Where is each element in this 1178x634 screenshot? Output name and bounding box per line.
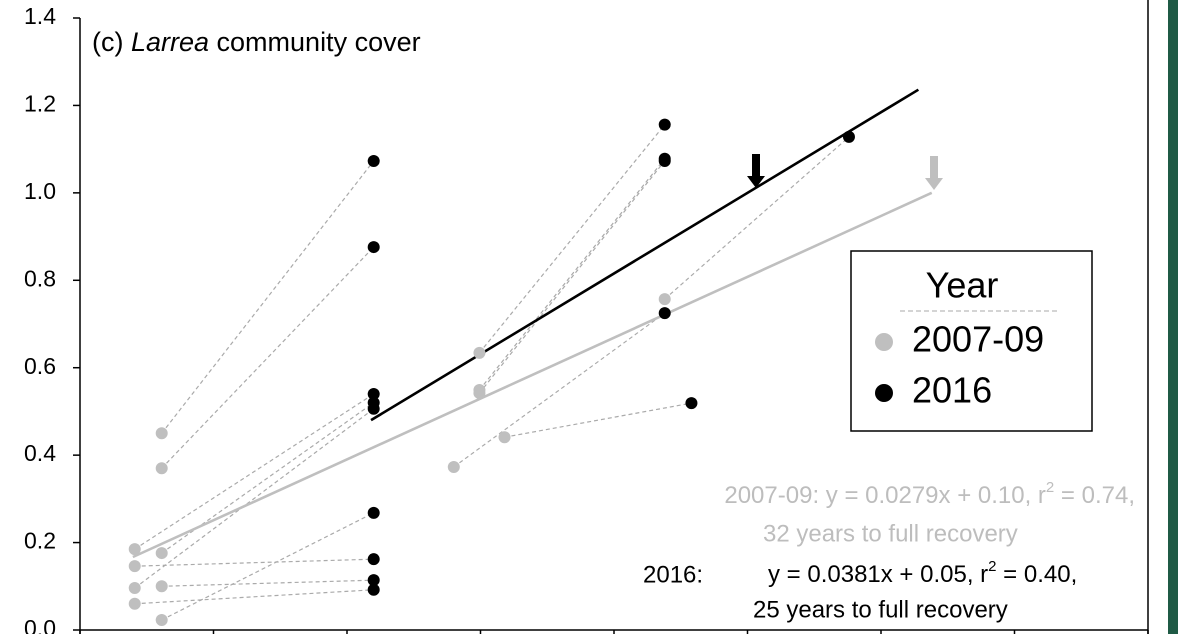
connector <box>478 124 666 354</box>
trend-line <box>370 88 920 422</box>
point <box>658 118 671 131</box>
annotation: 2007-09: y = 0.0279x + 0.10, r2 = 0.74, <box>724 479 1135 509</box>
y-tick-label: 0.6 <box>24 353 56 379</box>
title-part: (c) <box>92 27 131 57</box>
point <box>367 506 380 519</box>
connector <box>134 393 375 550</box>
y-tick-label: 0.8 <box>24 265 56 291</box>
connector <box>134 589 374 605</box>
legend-label: 2007-09 <box>912 319 1044 360</box>
connector <box>504 402 692 438</box>
point <box>155 613 168 626</box>
marks <box>128 88 933 626</box>
point <box>685 397 698 410</box>
ann-part: 2007-09: y = 0.0279x + 0.10, r <box>724 482 1046 509</box>
point <box>128 597 141 610</box>
point <box>155 547 168 560</box>
point <box>658 293 671 306</box>
point <box>128 560 141 573</box>
point <box>447 460 460 473</box>
ann-part: y = 0.0381x + 0.05, r <box>768 561 988 588</box>
point <box>155 580 168 593</box>
legend-items: 2007-09 2016 <box>875 319 1044 411</box>
connector <box>134 408 375 589</box>
point <box>367 583 380 596</box>
point <box>842 130 855 143</box>
trend-line <box>132 191 933 559</box>
point <box>155 427 168 440</box>
point <box>155 462 168 475</box>
point <box>128 543 141 556</box>
point <box>367 241 380 254</box>
ann-sup: 2 <box>988 558 996 575</box>
annotations: 2007-09: y = 0.0279x + 0.10, r2 = 0.74, … <box>643 479 1135 623</box>
legend-label: 2016 <box>912 370 992 411</box>
title-part: community cover <box>209 27 421 57</box>
connector <box>453 312 666 468</box>
arrow <box>925 156 943 190</box>
point <box>367 396 380 409</box>
ann-sup: 2 <box>1046 479 1054 496</box>
title-part: Larrea <box>131 27 209 57</box>
point <box>367 553 380 566</box>
annotation: 32 years to full recovery <box>763 520 1018 547</box>
connector <box>664 136 850 300</box>
arrow <box>747 154 765 188</box>
connector <box>478 160 666 394</box>
legend-swatch <box>875 384 893 402</box>
y-tick-label: 1.4 <box>24 3 56 29</box>
connector <box>478 158 666 391</box>
point <box>367 154 380 167</box>
point <box>473 387 486 400</box>
legend-swatch <box>875 333 893 351</box>
point <box>367 387 380 400</box>
point <box>498 431 511 444</box>
point <box>473 346 486 359</box>
y-tick-label: 0.4 <box>24 440 56 466</box>
point <box>128 582 141 595</box>
point <box>658 154 671 167</box>
ann-part: = 0.74, <box>1054 482 1135 509</box>
connector <box>161 246 375 469</box>
annotation: 25 years to full recovery <box>753 596 1008 623</box>
connector <box>134 558 374 567</box>
ann-part: = 0.40, <box>997 561 1078 588</box>
legend: Year 2007-09 2016 <box>850 250 1093 432</box>
edge-strip <box>1168 0 1178 634</box>
point <box>367 574 380 587</box>
annotation: 2016: <box>643 561 703 588</box>
y-tick-label: 1.2 <box>24 91 56 117</box>
connector <box>161 160 375 434</box>
y-tick-label: 0.2 <box>24 528 56 554</box>
connector <box>161 512 374 621</box>
y-tick-label: 1.0 <box>24 178 56 204</box>
point <box>658 307 671 320</box>
chart-title: (c) Larrea community cover <box>92 27 421 57</box>
legend-title: Year <box>926 265 999 306</box>
connector <box>161 579 374 587</box>
annotation: y = 0.0381x + 0.05, r2 = 0.40, <box>768 558 1077 588</box>
y-tick-label: 0.0 <box>24 615 56 634</box>
